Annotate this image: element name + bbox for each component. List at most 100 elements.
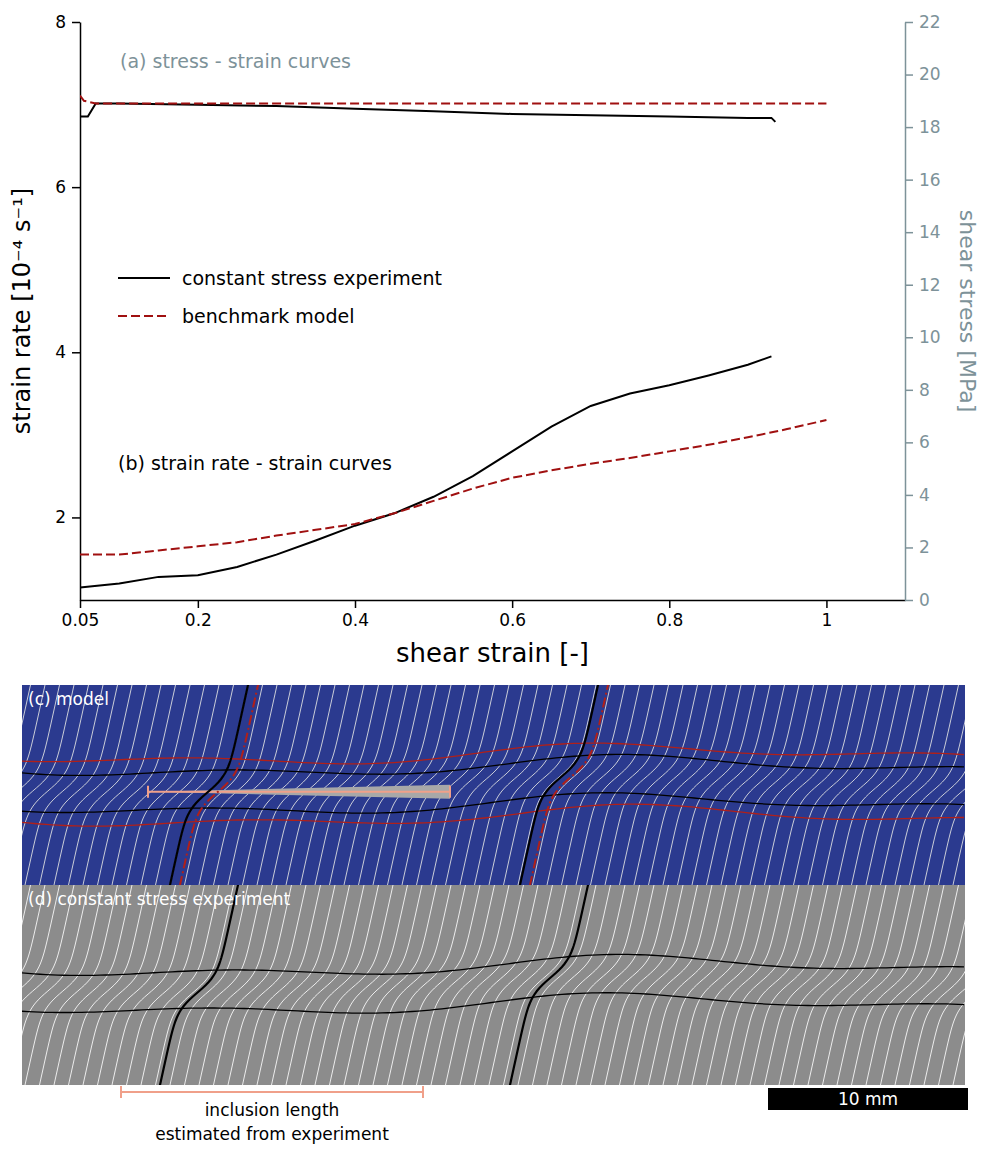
marker-line <box>140 885 220 1085</box>
marker-line <box>604 885 684 1085</box>
marker-line <box>662 885 742 1085</box>
figure: 0.050.20.40.60.8124680246810121416182022… <box>0 0 981 1149</box>
marker-line <box>546 685 626 885</box>
legend-label: constant stress experiment <box>182 267 442 289</box>
marker-line <box>488 685 568 885</box>
bracket <box>422 1086 424 1098</box>
inclusion-bracket <box>147 786 149 798</box>
marker-line <box>96 885 176 1085</box>
inclusion-bracket <box>148 791 450 793</box>
legend: constant stress experimentbenchmark mode… <box>118 267 442 327</box>
marker-line <box>372 885 452 1085</box>
marker-line <box>618 885 698 1085</box>
image-panel: (d) constant stress experiment <box>0 880 981 1090</box>
y-axis-title: strain rate [10⁻⁴ s⁻¹] <box>8 188 36 434</box>
tick: 10 <box>905 327 941 347</box>
zone-boundary <box>22 954 964 975</box>
tick-label: 0 <box>919 590 930 610</box>
marker-line <box>241 885 321 1085</box>
marker-line <box>952 885 965 1085</box>
marker-line <box>546 885 626 1085</box>
tick-mark <box>905 547 913 549</box>
tick-label: 1 <box>822 610 833 630</box>
marker-line <box>183 885 263 1085</box>
axis-line <box>80 23 82 601</box>
marker-line <box>691 685 771 885</box>
inclusion-bracket <box>449 786 451 798</box>
marker-line <box>357 685 437 885</box>
tick: 0.05 <box>62 600 100 630</box>
marker-line <box>778 685 858 885</box>
tick-label: 12 <box>919 275 941 295</box>
zone-boundary-model <box>22 743 964 764</box>
marker-line <box>270 885 350 1085</box>
tick-label: 2 <box>919 537 930 557</box>
passive-marker <box>509 885 589 1085</box>
tick-mark <box>905 22 913 24</box>
tick-mark <box>905 442 913 444</box>
marker-line <box>444 685 524 885</box>
marker-line <box>807 685 887 885</box>
marker-line <box>778 885 858 1085</box>
scale-bar <box>768 1088 968 1110</box>
marker-line <box>705 885 785 1085</box>
tick: 22 <box>905 12 941 32</box>
marker-line <box>22 685 75 885</box>
marker-line <box>22 685 46 885</box>
marker-line <box>633 885 713 1085</box>
tick-label: 6 <box>55 177 66 197</box>
tick-label: 8 <box>55 12 66 32</box>
marker-line <box>125 685 205 885</box>
marker-line <box>256 685 336 885</box>
marker-line <box>67 885 147 1085</box>
marker-line <box>140 685 220 885</box>
tick: 8 <box>905 380 930 400</box>
tick: 8 <box>55 12 80 32</box>
x-axis: 0.050.20.40.60.81 <box>62 600 906 630</box>
axis-line <box>905 23 907 601</box>
tick: 6 <box>905 432 930 452</box>
marker-line <box>53 685 133 885</box>
marker-line <box>430 885 510 1085</box>
marker-line <box>24 685 104 885</box>
tick: 12 <box>905 275 941 295</box>
marker-line <box>865 885 945 1085</box>
tick-mark <box>198 600 200 608</box>
tick-label: 0.6 <box>499 610 526 630</box>
marker-line <box>82 685 162 885</box>
passive-marker <box>159 885 239 1085</box>
zone-boundary <box>22 793 964 813</box>
marker-line <box>401 885 481 1085</box>
marker-line <box>923 685 965 885</box>
tick-label: 8 <box>919 380 930 400</box>
series-line <box>80 103 775 121</box>
marker-line <box>415 885 495 1085</box>
tick: 0.2 <box>185 600 212 630</box>
tick-label: 0.05 <box>62 610 100 630</box>
marker-line <box>270 685 350 885</box>
marker-line <box>662 685 742 885</box>
marker-line <box>473 685 553 885</box>
tick-label: 2 <box>55 507 66 527</box>
tick: 14 <box>905 222 941 242</box>
tick-label: 4 <box>919 485 930 505</box>
marker-line <box>343 885 423 1085</box>
tick: 16 <box>905 170 941 190</box>
marker-line <box>879 685 959 885</box>
plot-area <box>80 96 826 588</box>
image-panel: (c) model <box>0 680 981 890</box>
inclusion-label: estimated from experiment <box>155 1124 389 1144</box>
marker-line <box>169 685 249 885</box>
marker-line <box>531 685 611 885</box>
marker-line <box>299 885 379 1085</box>
marker-line <box>502 685 582 885</box>
tick-label: 16 <box>919 170 941 190</box>
tick: 0.6 <box>499 600 526 630</box>
marker-line <box>459 885 539 1085</box>
marker-line <box>575 685 655 885</box>
marker-line <box>560 885 640 1085</box>
marker-line <box>676 885 756 1085</box>
marker-line <box>53 885 133 1085</box>
marker-line <box>589 685 669 885</box>
tick-mark <box>72 187 80 189</box>
